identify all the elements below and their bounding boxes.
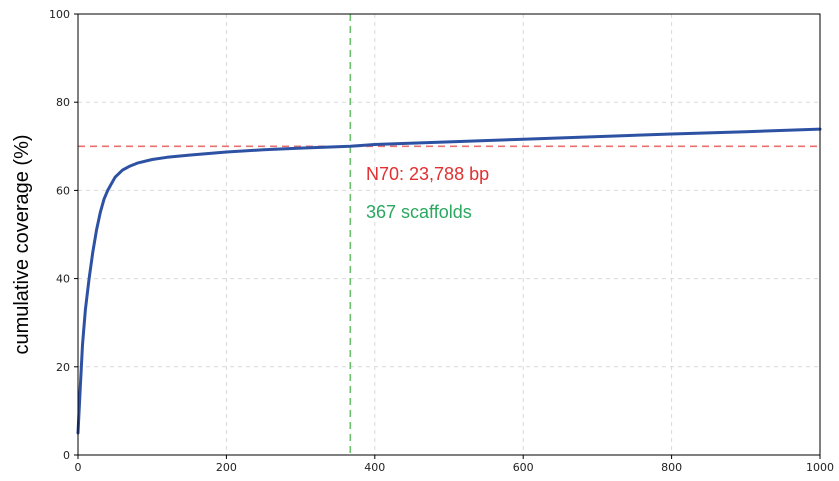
y-tick-label: 60 xyxy=(56,184,70,197)
x-tick-label: 400 xyxy=(364,461,385,474)
y-tick-label: 20 xyxy=(56,361,70,374)
y-tick-label: 0 xyxy=(63,449,70,462)
y-tick-label: 100 xyxy=(49,8,70,21)
x-tick-label: 200 xyxy=(216,461,237,474)
y-tick-label: 80 xyxy=(56,96,70,109)
y-tick-label: 40 xyxy=(56,273,70,286)
reference-lines xyxy=(78,14,820,455)
x-axis: 0 200 400 600 800 1000 xyxy=(75,455,834,474)
n70-annotation: N70: 23,788 bp xyxy=(366,164,489,184)
x-tick-label: 600 xyxy=(513,461,534,474)
coverage-curve xyxy=(76,127,822,435)
y-axis-label: cumulative coverage (%) xyxy=(11,134,33,354)
scaffold-count-annotation: 367 scaffolds xyxy=(366,202,472,222)
series-layer xyxy=(76,127,822,435)
y-axis: 0 20 40 60 80 100 xyxy=(49,8,78,462)
x-tick-label: 800 xyxy=(661,461,682,474)
x-tick-label: 1000 xyxy=(806,461,834,474)
grid xyxy=(77,13,821,456)
plot-frame xyxy=(77,13,821,456)
x-tick-label: 0 xyxy=(75,461,82,474)
